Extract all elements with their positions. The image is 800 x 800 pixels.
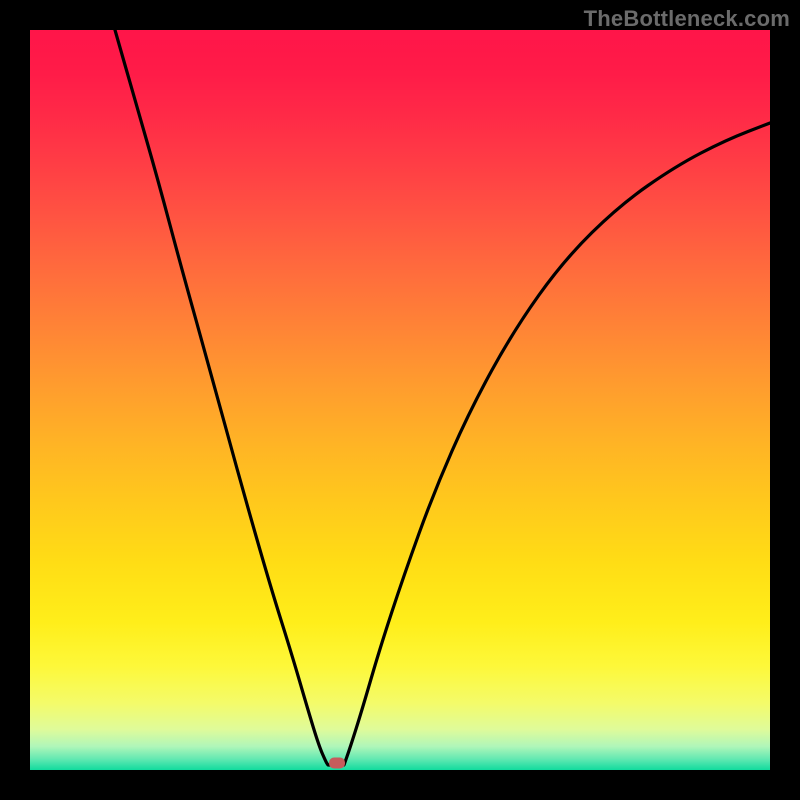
watermark-text: TheBottleneck.com: [584, 6, 790, 32]
chart-frame: [30, 30, 770, 770]
curve-path: [115, 30, 770, 765]
bottleneck-curve: [30, 30, 770, 770]
minimum-marker: [329, 758, 345, 769]
